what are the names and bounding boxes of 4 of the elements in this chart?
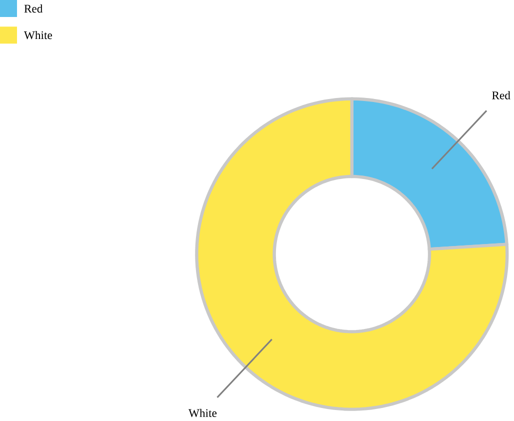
legend-label: Red (24, 4, 43, 13)
slice-label: Red (492, 91, 510, 100)
slice-label: White (188, 409, 217, 418)
legend-label: White (24, 31, 52, 40)
